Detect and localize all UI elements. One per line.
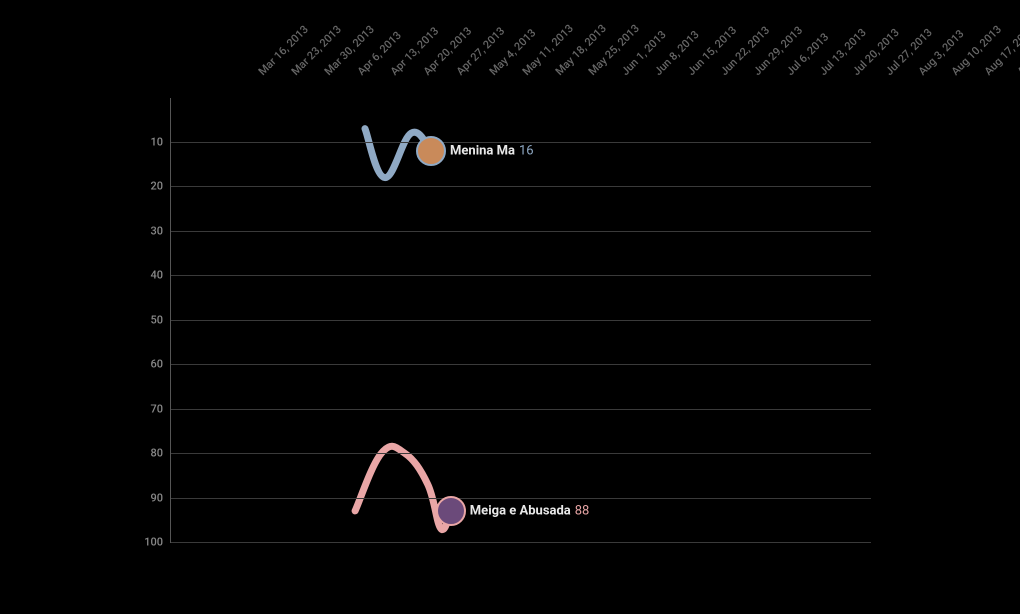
series-label-menina-ma[interactable]: Menina Ma 16 <box>450 143 534 158</box>
y-axis-label: 20 <box>150 180 163 193</box>
ranking-chart: Mar 16, 2013Mar 23, 2013Mar 30, 2013Apr … <box>0 0 1020 614</box>
gridline <box>171 275 871 276</box>
series-marker-menina-ma[interactable] <box>416 136 446 166</box>
gridline <box>171 186 871 187</box>
series-label-meiga-e-abusada[interactable]: Meiga e Abusada 88 <box>470 503 590 518</box>
x-axis: Mar 16, 2013Mar 23, 2013Mar 30, 2013Apr … <box>0 0 1020 90</box>
series-value: 16 <box>519 143 534 158</box>
y-axis-label: 80 <box>150 447 163 460</box>
series-name: Menina Ma <box>450 143 515 158</box>
y-axis-label: 30 <box>150 224 163 237</box>
gridline <box>171 498 871 499</box>
y-axis-label: 50 <box>150 313 163 326</box>
gridline <box>171 542 871 543</box>
y-axis-label: 90 <box>150 491 163 504</box>
gridline <box>171 409 871 410</box>
series-name: Meiga e Abusada <box>470 503 571 518</box>
plot-area: 102030405060708090100Menina Ma16Meiga e … <box>170 98 871 543</box>
series-value: 88 <box>575 503 590 518</box>
gridline <box>171 453 871 454</box>
y-axis-label: 100 <box>144 536 163 549</box>
y-axis-label: 40 <box>150 269 163 282</box>
y-axis-label: 10 <box>150 136 163 149</box>
series-marker-meiga-e-abusada[interactable] <box>436 496 466 526</box>
y-axis-label: 70 <box>150 402 163 415</box>
y-axis-label: 60 <box>150 358 163 371</box>
gridline <box>171 364 871 365</box>
gridline <box>171 231 871 232</box>
gridline <box>171 320 871 321</box>
